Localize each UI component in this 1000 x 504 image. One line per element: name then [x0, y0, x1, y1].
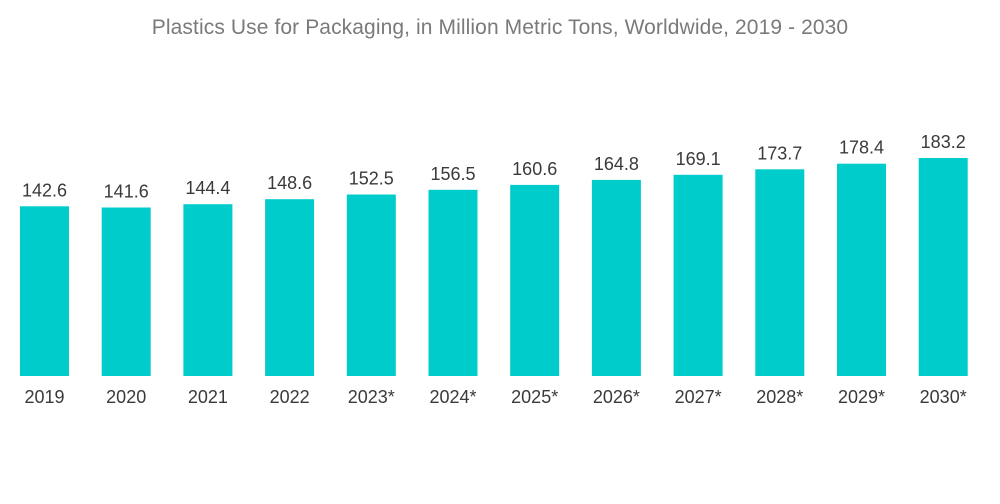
value-label: 144.4 — [185, 178, 230, 198]
value-label: 142.6 — [22, 180, 67, 200]
bar-2027-projected — [673, 174, 723, 376]
x-tick-label: 2021 — [188, 387, 228, 407]
bar-2029-projected — [837, 163, 886, 376]
value-label: 173.7 — [757, 143, 802, 163]
x-tick-label: 2027* — [675, 387, 722, 407]
x-tick-label: 2028* — [756, 387, 803, 407]
bar-2021 — [183, 204, 233, 376]
value-label: 141.6 — [104, 182, 149, 202]
value-label: 169.1 — [676, 149, 721, 169]
value-label: 152.5 — [349, 169, 394, 189]
x-tick-label: 2026* — [593, 387, 640, 407]
bar-2024-projected — [428, 189, 478, 376]
value-labels-group: 142.6 141.6 144.4 148.6 152.5 156.5 160.6 164.8… — [22, 132, 966, 202]
value-label: 178.4 — [839, 138, 884, 158]
chart-title: Plastics Use for Packaging, in Million M… — [151, 16, 849, 39]
bar-2028-projected — [755, 169, 805, 376]
bar-2030-projected — [918, 158, 968, 376]
x-tick-label: 2020 — [106, 387, 146, 407]
value-label: 156.5 — [430, 164, 475, 184]
x-tick-label: 2024* — [429, 387, 476, 407]
x-tick-label: 2023* — [348, 387, 395, 407]
x-tick-label: 2030* — [920, 387, 967, 407]
value-label: 160.6 — [512, 159, 557, 179]
bar-2019 — [20, 206, 69, 376]
x-axis-ticks: 2019 2020 2021 2022 2023* 2024* 2025* 2026* 2027… — [24, 387, 966, 407]
x-tick-label: 2022 — [270, 387, 310, 407]
bars-group — [20, 158, 968, 376]
value-label: 164.8 — [594, 154, 639, 174]
value-label: 183.2 — [921, 132, 966, 152]
bar-2023-projected — [346, 194, 396, 376]
bar-2022 — [265, 199, 315, 376]
bar-2025-projected — [510, 184, 560, 376]
x-tick-label: 2019 — [24, 387, 64, 407]
x-tick-label: 2025* — [511, 387, 558, 407]
bar-2026-projected — [591, 179, 641, 376]
value-label: 148.6 — [267, 173, 312, 193]
bar-2020 — [101, 207, 151, 376]
x-tick-label: 2029* — [838, 387, 885, 407]
